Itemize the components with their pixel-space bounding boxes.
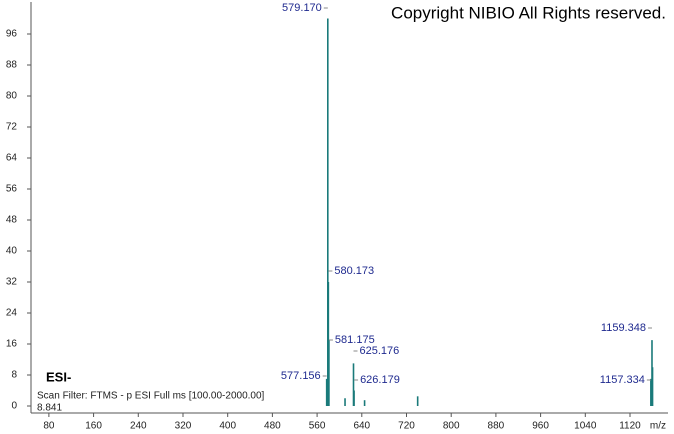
intensity-label: 8.841 xyxy=(37,403,62,414)
y-tick-label: 88 xyxy=(6,60,18,71)
x-tick-label: 240 xyxy=(130,421,147,432)
y-tick-label: 40 xyxy=(6,246,18,257)
y-tick-label: 32 xyxy=(6,277,18,288)
x-tick-label: 80 xyxy=(43,421,55,432)
x-tick-label: 720 xyxy=(398,421,415,432)
y-tick-label: 24 xyxy=(6,308,18,319)
x-tick-label: 800 xyxy=(443,421,460,432)
x-tick-label: 560 xyxy=(309,421,326,432)
peak-label: 625.176 xyxy=(360,345,400,357)
y-tick-label: 48 xyxy=(6,215,18,226)
x-tick-label: 960 xyxy=(532,421,549,432)
ion-mode: ESI- xyxy=(46,369,71,384)
peak-label: 626.179 xyxy=(360,374,400,386)
chart-title: Copyright NIBIO All Rights reserved. xyxy=(391,3,666,22)
y-tick-label: 72 xyxy=(6,122,18,133)
y-tick-label: 8 xyxy=(11,370,17,381)
x-axis-label: m/z xyxy=(650,421,666,432)
peak-label: 577.156 xyxy=(281,370,321,382)
scan-filter: Scan Filter: FTMS - p ESI Full ms [100.0… xyxy=(37,391,265,402)
x-tick-label: 320 xyxy=(175,421,192,432)
x-tick-label: 480 xyxy=(264,421,281,432)
peak-label: 580.173 xyxy=(334,265,374,277)
x-tick-label: 1040 xyxy=(574,421,597,432)
y-tick-label: 96 xyxy=(6,29,18,40)
y-tick-label: 64 xyxy=(6,153,18,164)
x-tick-label: 640 xyxy=(353,421,370,432)
peak-label: 581.175 xyxy=(335,334,375,346)
peak-label: 1157.334 xyxy=(600,374,645,386)
peak-label: 579.170 xyxy=(282,2,322,14)
y-tick-label: 0 xyxy=(11,401,17,412)
y-tick-label: 56 xyxy=(6,184,18,195)
peak-label: 1159.348 xyxy=(601,322,646,334)
x-tick-label: 1120 xyxy=(619,421,641,432)
x-tick-label: 880 xyxy=(488,421,505,432)
y-tick-label: 80 xyxy=(6,91,18,102)
x-tick-label: 400 xyxy=(219,421,236,432)
x-tick-label: 160 xyxy=(85,421,102,432)
y-tick-label: 16 xyxy=(6,339,18,350)
